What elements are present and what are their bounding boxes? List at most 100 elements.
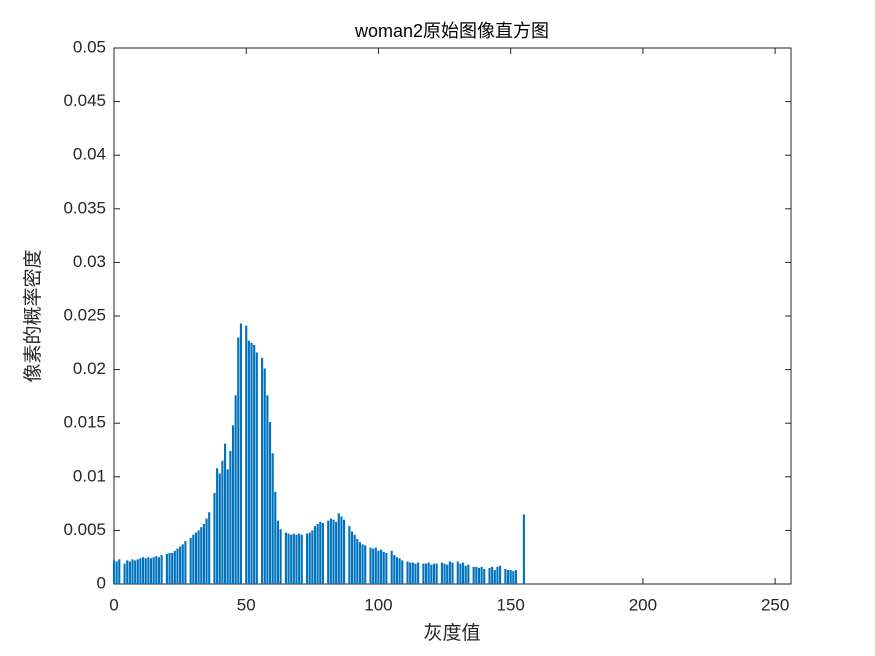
bar	[430, 564, 433, 584]
bar	[432, 563, 436, 584]
bar	[171, 552, 174, 584]
bar	[348, 526, 351, 584]
bar	[332, 519, 335, 584]
bar	[305, 533, 309, 584]
bar	[266, 395, 269, 584]
bar	[179, 546, 182, 584]
bar	[118, 559, 121, 584]
bar	[456, 561, 459, 584]
bar	[467, 564, 470, 584]
y-tick-label: 0.015	[63, 413, 106, 432]
bar	[271, 453, 274, 584]
x-axis-label: 灰度值	[423, 622, 480, 644]
bar	[165, 553, 168, 584]
chart-title: woman2原始图像直方图	[354, 21, 549, 41]
bar	[358, 542, 361, 584]
bar	[263, 368, 266, 584]
bar	[250, 342, 253, 584]
bar	[343, 519, 346, 584]
bar	[480, 566, 483, 584]
x-tick-label: 250	[761, 595, 789, 614]
bar	[115, 561, 118, 584]
bar	[157, 557, 161, 584]
bar	[268, 422, 272, 584]
bar	[411, 562, 414, 584]
y-tick-label: 0.02	[73, 359, 106, 378]
bar	[459, 563, 462, 584]
bar	[514, 570, 518, 584]
bar	[173, 550, 176, 584]
bar	[221, 460, 224, 584]
bar	[218, 473, 221, 584]
bar	[123, 563, 126, 584]
bar	[192, 534, 195, 584]
bar	[409, 562, 412, 584]
bar	[213, 492, 216, 584]
bar	[300, 534, 303, 584]
bar	[464, 565, 467, 584]
bar	[152, 557, 155, 584]
bar	[155, 556, 158, 584]
bar	[229, 451, 232, 584]
bar	[308, 532, 311, 584]
y-tick-label: 0.035	[63, 198, 106, 217]
bar	[483, 568, 486, 584]
bar	[350, 531, 354, 584]
bar	[298, 533, 301, 584]
bar	[377, 550, 380, 584]
bar	[374, 547, 377, 584]
bar	[126, 560, 129, 584]
bar	[194, 532, 198, 584]
bar	[276, 520, 280, 584]
y-axis-label: 像素的概率密度	[22, 249, 44, 382]
y-tick-label: 0.005	[63, 520, 106, 539]
bar	[372, 548, 375, 584]
bar	[168, 552, 171, 584]
y-tick-label: 0	[97, 573, 106, 592]
bar	[462, 562, 465, 584]
bar	[149, 558, 153, 584]
bar	[313, 526, 317, 584]
bar	[160, 555, 163, 584]
bar	[292, 533, 295, 584]
bar	[142, 557, 145, 584]
bar	[189, 537, 192, 584]
bar	[364, 545, 367, 584]
bar	[205, 518, 208, 584]
bar	[284, 532, 287, 584]
bar	[147, 557, 150, 584]
bar	[509, 570, 512, 584]
x-tick-label: 150	[496, 595, 524, 614]
bar	[477, 567, 481, 584]
bar	[239, 323, 242, 584]
bar	[337, 513, 340, 584]
bar	[208, 512, 211, 584]
bar	[496, 566, 499, 584]
bar	[493, 570, 496, 584]
bar	[499, 565, 502, 584]
bar	[136, 559, 139, 584]
bar	[422, 563, 425, 584]
x-tick-label: 200	[629, 595, 657, 614]
bar	[414, 563, 417, 584]
y-tick-label: 0.04	[73, 145, 106, 164]
bar	[522, 514, 525, 584]
bar	[181, 544, 184, 584]
bar	[329, 518, 332, 584]
bar	[176, 548, 179, 584]
bar	[216, 468, 219, 584]
bar	[321, 522, 324, 584]
bar	[255, 352, 258, 584]
bar	[446, 564, 449, 584]
bar	[475, 566, 478, 584]
bar	[112, 560, 116, 584]
bar	[226, 469, 229, 584]
bar	[231, 425, 235, 584]
bar	[472, 566, 475, 584]
bar	[512, 571, 515, 584]
bar	[340, 516, 343, 584]
bar	[139, 558, 142, 584]
bar	[382, 551, 385, 584]
bar	[393, 555, 396, 584]
